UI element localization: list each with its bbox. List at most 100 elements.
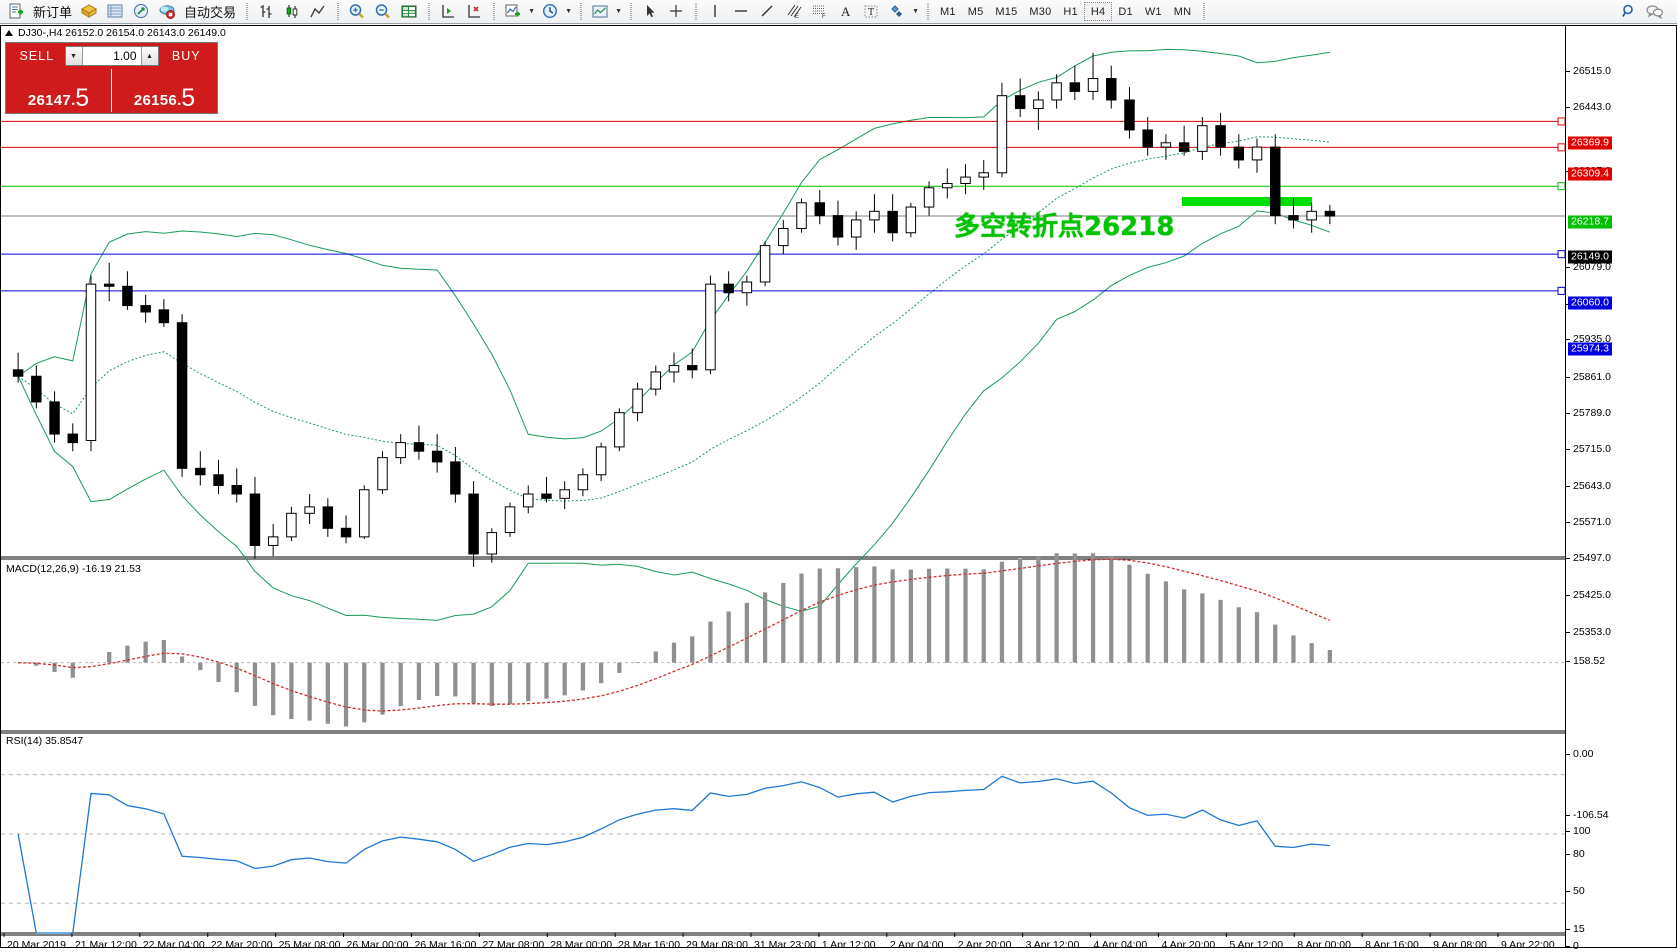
horizontal-line-icon[interactable] [728,1,754,23]
candle-body [12,369,24,377]
fibonacci-icon[interactable]: F [806,1,832,23]
templates-icon[interactable] [587,1,613,23]
chart-shift-icon[interactable] [461,1,487,23]
equidistant-channel-icon[interactable]: E [780,1,806,23]
level-handle-pivot[interactable] [1557,182,1565,191]
candle-body [1051,82,1062,101]
time-axis-label: 1 Apr 12:00 [822,939,876,948]
one-click-trading-panel[interactable]: SELL ▼ 1.00 ▲ BUY 26147 . 5 26156 . 5 [5,42,218,114]
sell-price[interactable]: 26147 . 5 [6,69,111,112]
period-icon[interactable] [537,1,563,23]
text-label-icon[interactable]: A [832,1,858,23]
zoom-in-icon[interactable] [344,1,370,23]
candle [978,159,989,190]
volume-value[interactable]: 1.00 [113,49,137,63]
text-box-icon[interactable]: T [858,1,884,23]
level-handle-support-1[interactable] [1557,250,1565,259]
expert-advisor-icon[interactable] [76,1,102,23]
toolbar-separator [924,2,931,21]
time-axis-label: 5 Apr 12:00 [1229,939,1283,948]
period-m30[interactable]: M30 [1029,5,1052,18]
candle [614,408,625,452]
support-2-label[interactable]: 25974.3 [1568,342,1612,356]
grid-icon[interactable] [396,1,422,23]
last-price-label[interactable]: 26149.0 [1568,250,1612,264]
candle [869,194,880,233]
candle-body [322,506,334,529]
rsi-tick: 0 [1566,940,1579,952]
candle-body [1106,78,1117,101]
bar-chart-icon[interactable] [253,1,279,23]
search-icon[interactable] [1616,1,1642,23]
new-order-icon[interactable] [3,1,29,23]
pivot-label[interactable]: 26218.7 [1568,215,1612,229]
period-m5[interactable]: M5 [967,5,984,18]
candle-body [814,202,825,217]
volume-down-icon[interactable]: ▼ [65,47,83,65]
time-axis-label: 22 Mar 20:00 [211,939,273,948]
candle [523,485,534,514]
auto-scroll-icon[interactable] [435,1,461,23]
level-handle-resistance-2[interactable] [1557,143,1565,152]
new-order-label[interactable]: 新订单 [33,5,73,20]
candle [996,82,1008,178]
candle-body [395,442,406,459]
trendline-icon[interactable] [754,1,780,23]
line-chart-icon[interactable] [305,1,331,23]
period-mn[interactable]: MN [1173,5,1192,18]
candle-body [1014,95,1026,110]
indicators-dropdown-caret[interactable]: ▼ [528,8,535,15]
shapes-dropdown-caret[interactable]: ▼ [912,8,919,15]
navigator-icon[interactable] [128,1,154,23]
crosshair-icon[interactable] [663,1,689,23]
candle [1106,65,1117,109]
candle [249,476,261,559]
sell-button[interactable]: SELL [19,49,55,63]
chat-icon[interactable] [1642,1,1668,23]
buy-price[interactable]: 26156 . 5 [112,69,217,112]
resistance-2-label[interactable]: 26309.4 [1568,167,1612,181]
candle-body [541,493,552,499]
period-m15[interactable]: M15 [995,5,1018,18]
cursor-icon[interactable] [637,1,663,23]
buy-button[interactable]: BUY [171,49,201,63]
period-h4[interactable]: H4 [1083,2,1113,21]
shapes-icon[interactable] [884,1,910,23]
price-scale[interactable]: 26515.026443.026297.026079.026007.025935… [1566,25,1677,952]
period-h1[interactable]: H1 [1063,5,1078,18]
templates-dropdown-caret[interactable]: ▼ [615,8,622,15]
chart-window[interactable]: DJ30-,H4 26152.0 26154.0 26143.0 26149.0… [0,25,1566,948]
data-window-icon[interactable] [102,1,128,23]
candle-body [942,182,953,189]
rsi-line [17,775,1330,934]
autotrade-icon[interactable] [154,1,180,23]
candlestick-chart-icon[interactable] [279,1,305,23]
toolbar-separator [692,2,699,21]
toolbar-right-group [1616,1,1674,23]
rsi-tick: 100 [1566,825,1591,837]
zoom-out-icon[interactable] [370,1,396,23]
candle-body [960,176,971,184]
candle-body [632,388,643,414]
autotrade-label[interactable]: 自动交易 [184,5,237,20]
period-d1[interactable]: D1 [1118,5,1133,18]
chart-collapse-icon[interactable] [5,30,13,36]
volume-stepper[interactable]: ▼ 1.00 ▲ [64,46,159,66]
indicators-icon[interactable] [500,1,526,23]
volume-up-icon[interactable]: ▲ [140,47,158,65]
candle-body [850,219,862,238]
period-w1[interactable]: W1 [1144,5,1162,18]
level-handle-resistance-1[interactable] [1557,117,1565,126]
level-handle-support-2[interactable] [1557,286,1565,295]
sell-price-minor: 5 [75,83,90,112]
toolbar-separator [425,2,432,21]
vertical-line-icon[interactable] [702,1,728,23]
resistance-1-label[interactable]: 26369.9 [1568,136,1612,150]
support-1-label[interactable]: 26060.0 [1568,296,1612,310]
candle-body [67,433,79,444]
period-m1[interactable]: M1 [940,5,956,18]
candle [650,365,662,396]
macd-tick: -106.54 [1566,809,1609,821]
chart-canvas[interactable]: 20 Mar 2019 21 Mar 12:00 22 Mar 04:00 22 Ma… [1,40,1566,948]
period-dropdown-caret[interactable]: ▼ [565,8,572,15]
